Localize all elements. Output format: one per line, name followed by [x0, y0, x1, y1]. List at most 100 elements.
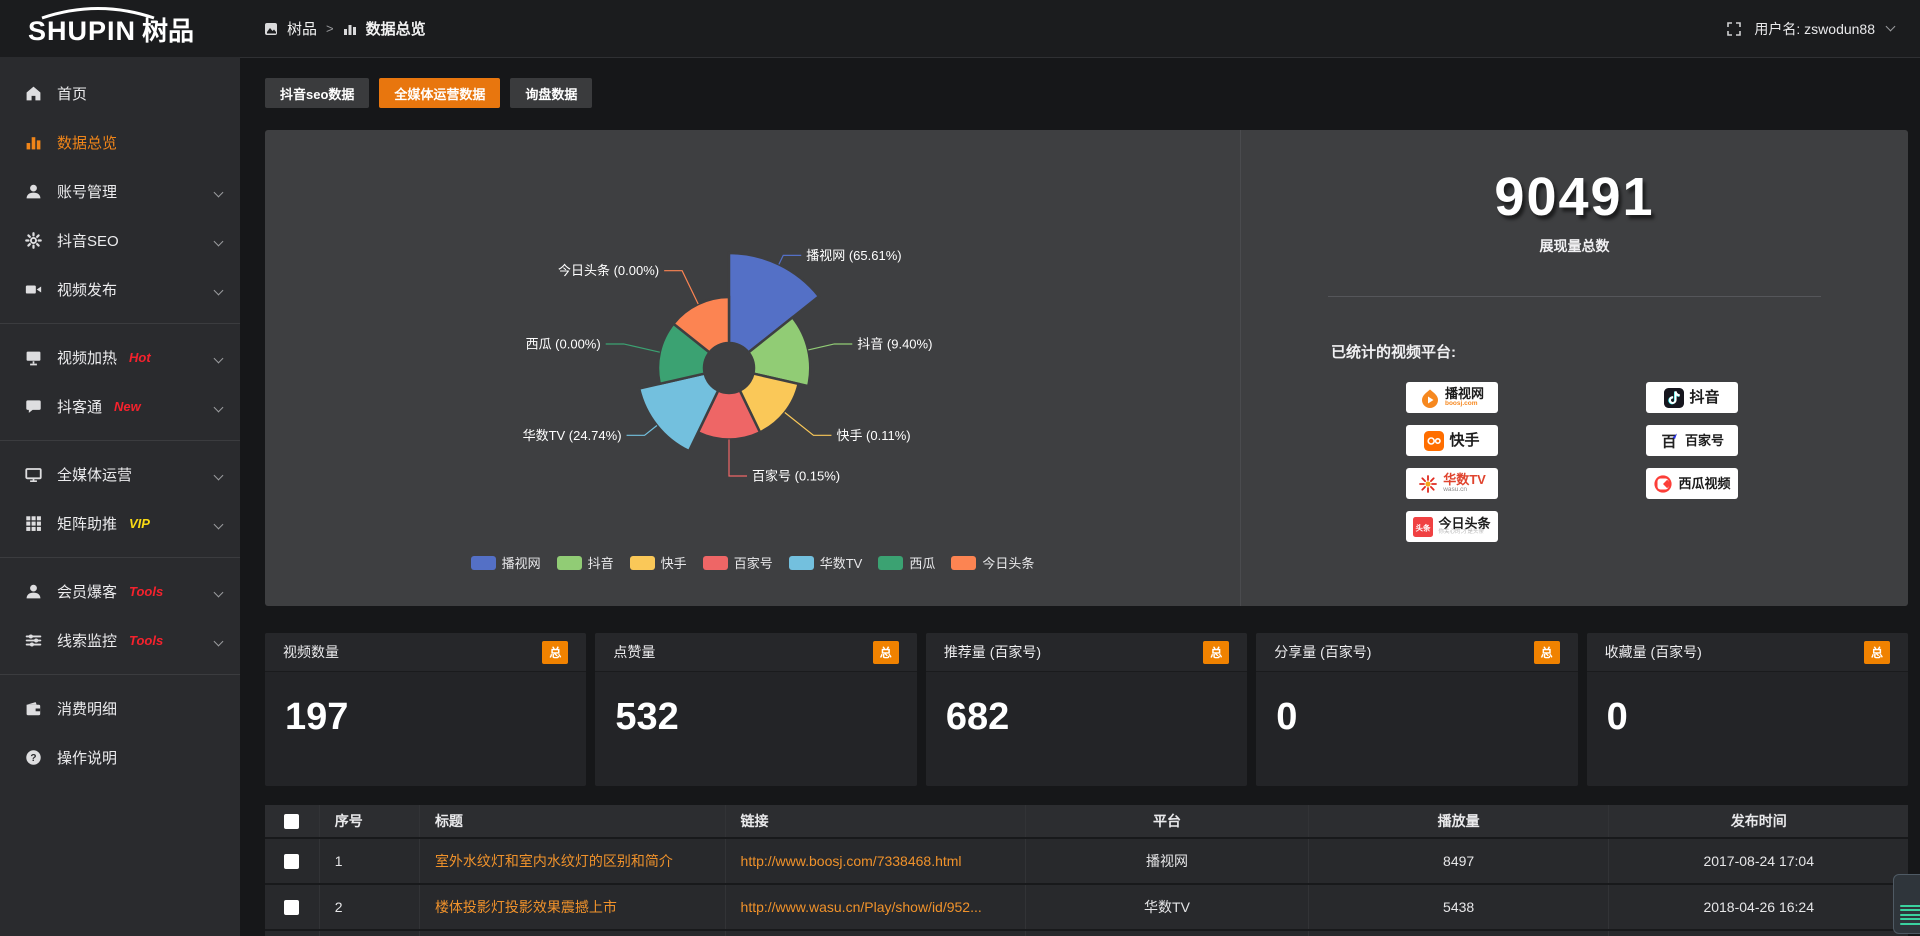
sidebar-item-user[interactable]: 账号管理: [0, 167, 240, 216]
sidebar-item-sliders[interactable]: 线索监控 Tools: [0, 616, 240, 665]
platform-subtext: 你关心的,才是头条: [1438, 529, 1485, 536]
stat-card-title: 视频数量: [283, 644, 339, 660]
sidebar-item-screen[interactable]: 全媒体运营: [0, 450, 240, 499]
legend-item-播视网[interactable]: 播视网: [470, 553, 541, 572]
legend-item-快手[interactable]: 快手: [629, 553, 687, 572]
floating-widget[interactable]: [1893, 874, 1920, 934]
select-all-checkbox[interactable]: [284, 813, 300, 829]
total-impressions-value: 90491: [1494, 167, 1655, 227]
tab-0[interactable]: 抖音seo数据: [265, 78, 370, 108]
fullscreen-icon[interactable]: [1726, 21, 1742, 37]
grid-icon: [24, 515, 42, 533]
sidebar-item-label: 全媒体运营: [57, 467, 133, 484]
tab-1[interactable]: 全媒体运营数据: [379, 78, 501, 108]
url-link[interactable]: http://www.wasu.cn/Play/show/id/952...: [725, 884, 1027, 931]
sidebar-item-home[interactable]: 首页: [0, 69, 240, 118]
tab-2[interactable]: 询盘数据: [510, 78, 593, 108]
row-select-cell: [265, 884, 320, 931]
legend-swatch: [629, 555, 655, 570]
widget-bar: [1900, 909, 1920, 911]
pie-slice-抖音[interactable]: [746, 315, 812, 388]
time-cell: 2018-04-26 16:24: [1608, 884, 1908, 931]
pie-label-line: [808, 343, 853, 351]
sidebar-item-grid[interactable]: 矩阵助推 VIP: [0, 499, 240, 548]
widget-bar: [1900, 922, 1920, 925]
sidebar-divider: [0, 674, 240, 675]
title-link[interactable]: 楼体投影灯投影效果震撼上市: [419, 884, 726, 931]
pie-label: 华数TV (24.74%): [523, 428, 622, 443]
legend-item-华数TV[interactable]: 华数TV: [788, 553, 862, 572]
sidebar-item-question[interactable]: ? 操作说明: [0, 733, 240, 782]
chevron-down-icon: [213, 466, 224, 483]
platform-badges: 播视网 boosj.com 快手 华数TV wasu.cn 头条 今日头条 你关心的,才是头条…: [1406, 382, 1908, 542]
pie-slice-西瓜[interactable]: [656, 321, 712, 386]
sidebar-item-wallet[interactable]: 消费明细: [0, 684, 240, 733]
main-content: 抖音seo数据 全媒体运营数据 询盘数据 播视网 (65.61%) 抖音 (9.40%…: [240, 57, 1920, 936]
chevron-down-icon: [213, 183, 224, 200]
chart-legend: 播视网 抖音 快手 百家号 华数TV 西瓜 今日头条: [265, 553, 1240, 572]
stat-card-value: 0: [1276, 696, 1298, 738]
legend-label: 抖音: [587, 556, 614, 571]
empty-cell: [725, 930, 1027, 936]
grid-glyph: [25, 516, 41, 531]
sidebar-item-heat[interactable]: 视频加热 Hot: [0, 333, 240, 382]
pie-slice-播视网[interactable]: [727, 251, 821, 355]
pie-label-line: [626, 424, 658, 436]
platform-name: 快手: [1449, 431, 1480, 449]
chat-glyph: [25, 400, 41, 413]
pie-slice-华数TV[interactable]: [637, 372, 720, 453]
sidebar-item-badge: Tools: [129, 633, 164, 648]
column-header: 标题: [419, 805, 726, 839]
heat-glyph: [26, 351, 40, 366]
douyin-logo-icon: [1664, 387, 1685, 408]
sidebar-item-label: 首页: [57, 86, 88, 103]
sidebar-item-video[interactable]: 视频发布: [0, 265, 240, 314]
stat-card-title: 推荐量 (百家号): [943, 644, 1042, 660]
platform-name: 百家号: [1684, 432, 1724, 448]
pie-label-line: [664, 270, 699, 305]
legend-item-百家号[interactable]: 百家号: [702, 553, 773, 572]
url-link[interactable]: http://www.boosj.com/7338468.html: [725, 838, 1027, 885]
toutiao-logo-icon: 头条: [1413, 516, 1434, 537]
question-icon: ?: [24, 749, 42, 767]
column-header: 发布时间: [1608, 805, 1908, 839]
stat-card-header: 点赞量 总: [595, 633, 917, 672]
wallet-glyph: [26, 702, 40, 716]
legend-item-西瓜[interactable]: 西瓜: [878, 553, 935, 572]
username[interactable]: 用户名: zswodun88: [1754, 20, 1875, 37]
stat-card-title: 点赞量: [613, 644, 656, 660]
platform-badge-text: 快手: [1449, 431, 1480, 449]
stat-card-value: 682: [945, 696, 1010, 738]
seq-cell: 2: [319, 884, 420, 931]
topbar: SHUPIN 树品 树品 > 数据总览 用户名: zswodun88: [0, 0, 1920, 57]
widget-bar: [1900, 913, 1920, 916]
legend-swatch: [788, 555, 814, 570]
row-checkbox[interactable]: [284, 853, 300, 869]
sidebar-item-member[interactable]: 会员爆客 Tools: [0, 567, 240, 616]
platform-badge-boosj: 播视网 boosj.com: [1406, 382, 1498, 413]
row-checkbox[interactable]: [284, 899, 300, 915]
topbar-divider: [240, 57, 1920, 58]
title-link[interactable]: 室外水纹灯和室内水纹灯的区别和简介: [419, 838, 726, 885]
logo-text-cn: 树品: [142, 16, 194, 46]
chevron-down-icon: [213, 515, 224, 532]
sidebar-item-label: 抖音SEO: [57, 233, 119, 250]
empty-cell: [1308, 930, 1610, 936]
pie-slice-快手[interactable]: [738, 372, 801, 434]
legend-item-今日头条[interactable]: 今日头条: [951, 553, 1034, 572]
sidebar-item-chat[interactable]: 抖客通 New: [0, 382, 240, 431]
pie-slice-今日头条[interactable]: [671, 295, 731, 355]
widget-bar: [1900, 904, 1920, 907]
platform-name: 华数TV: [1443, 472, 1486, 488]
legend-item-抖音[interactable]: 抖音: [556, 553, 614, 572]
chevron-down-icon: [213, 349, 224, 366]
seq-cell: 1: [319, 838, 420, 885]
sidebar-item-chart[interactable]: 数据总览: [0, 118, 240, 167]
pie-label: 抖音 (9.40%): [857, 336, 932, 351]
sidebar-item-label: 会员爆客: [57, 584, 118, 601]
gear-icon: [24, 232, 42, 250]
sidebar-item-gear[interactable]: 抖音SEO: [0, 216, 240, 265]
stat-card-title: 收藏量 (百家号): [1604, 644, 1702, 660]
platform-name: 今日头条: [1438, 515, 1491, 531]
breadcrumb-item-root[interactable]: 树品: [287, 21, 318, 38]
